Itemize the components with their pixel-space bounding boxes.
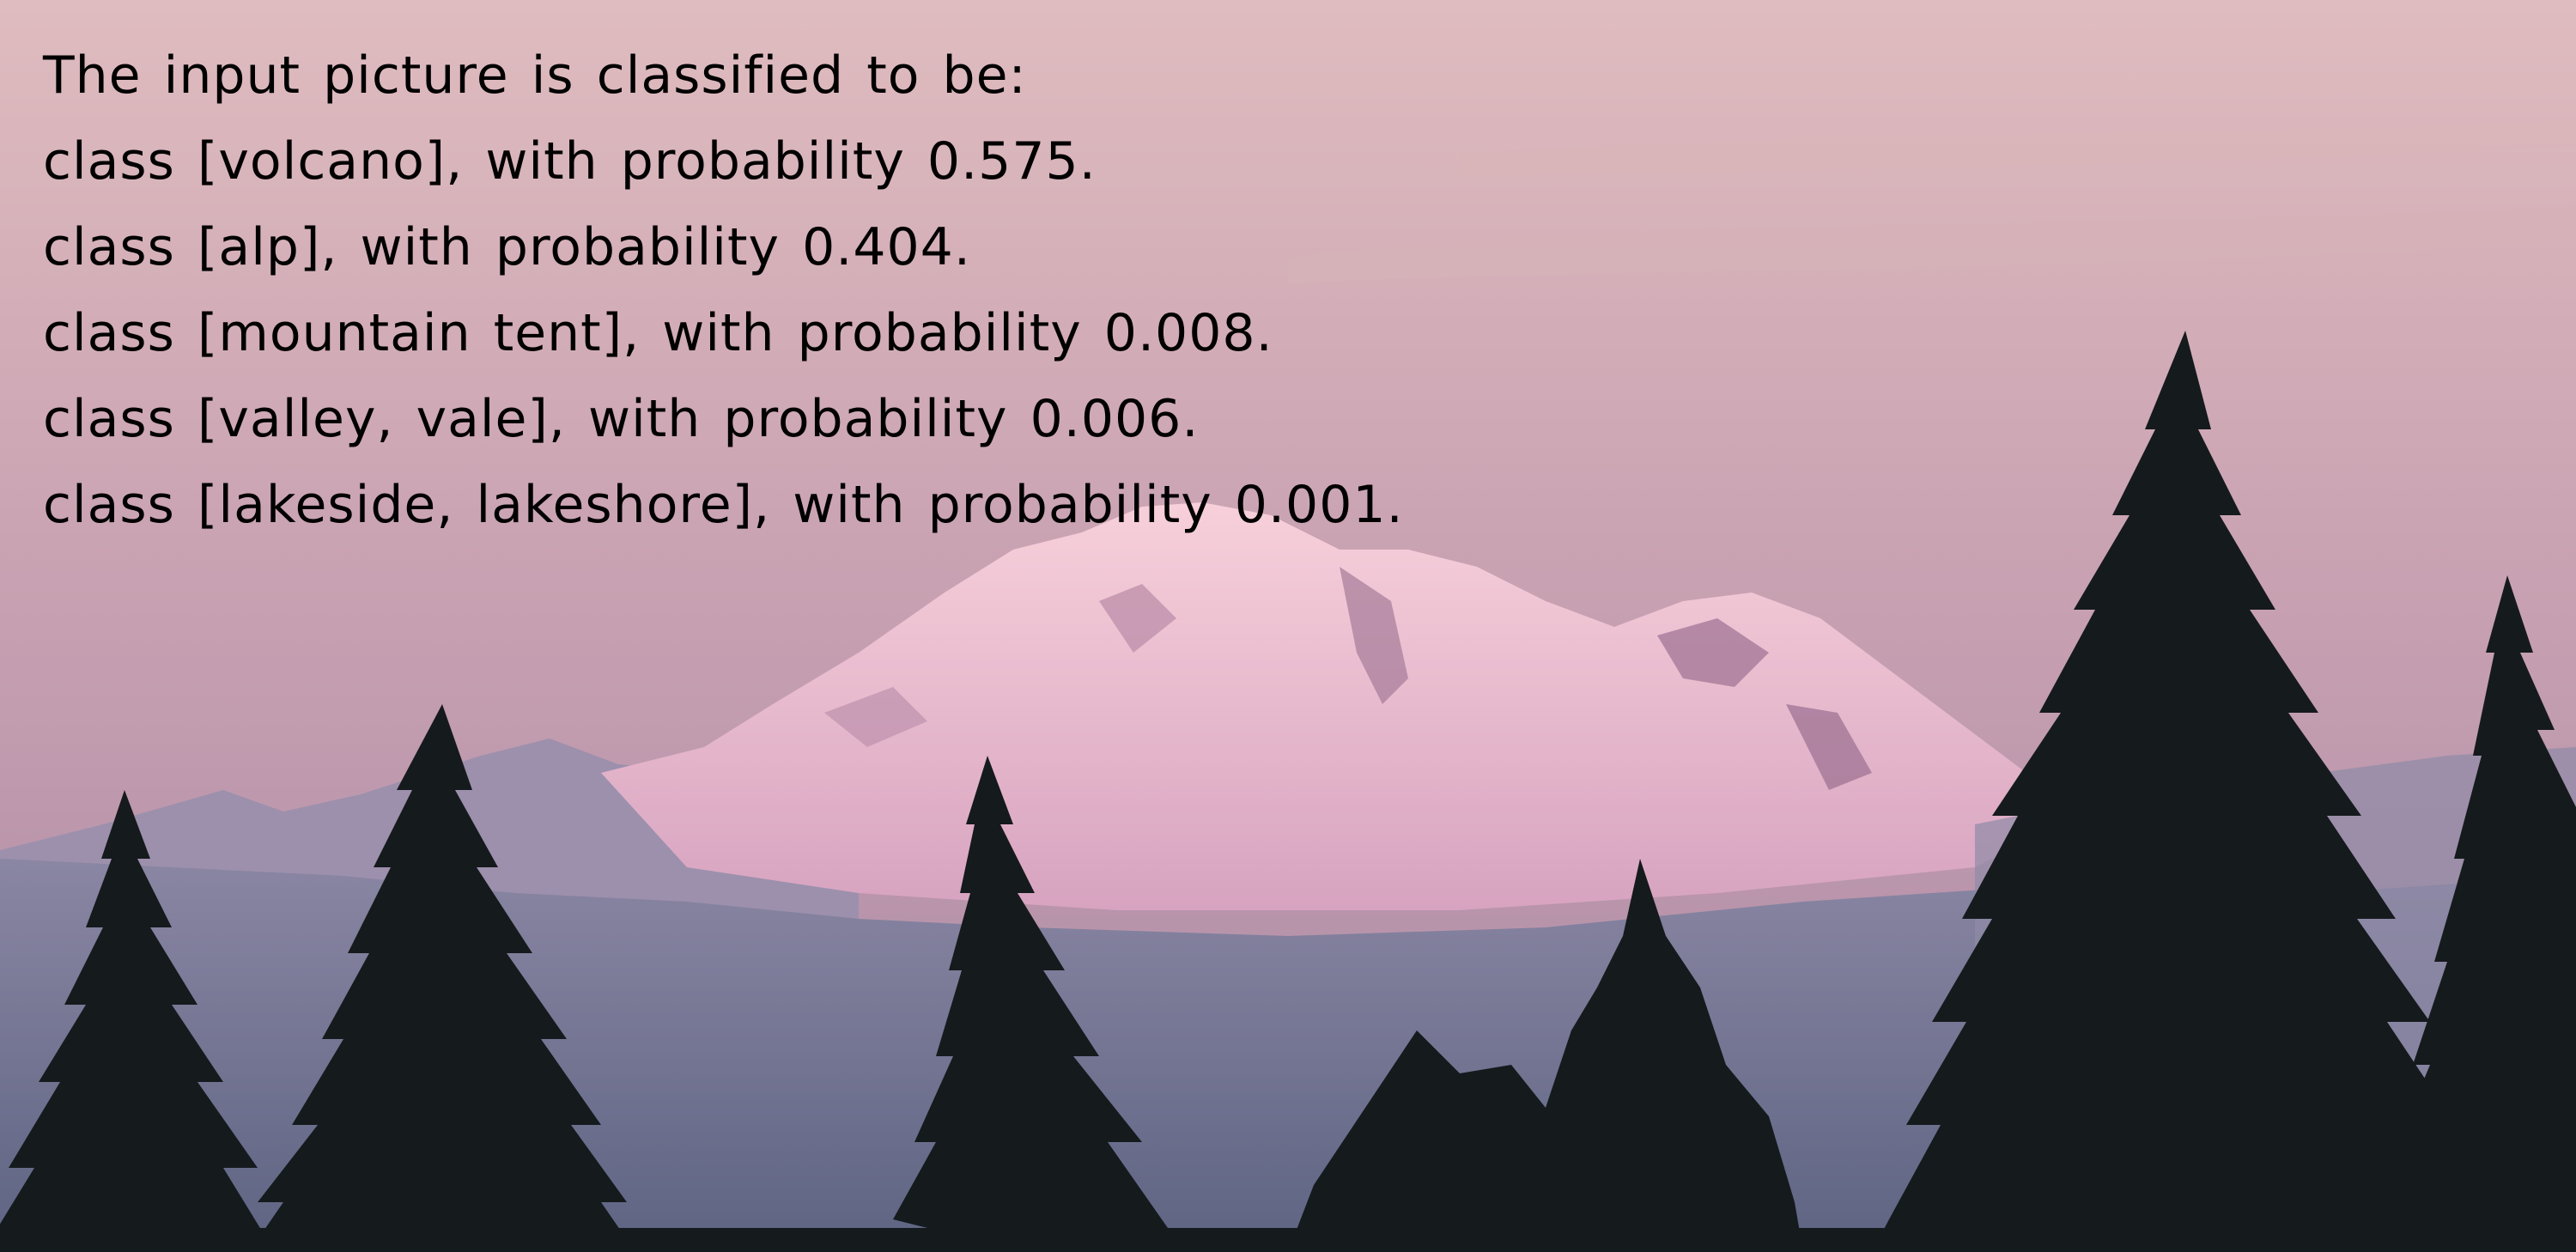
prediction-line-3: class [mountain tent], with probability …: [43, 303, 1273, 363]
prediction-line-4: class [valley, vale], with probability 0…: [43, 389, 1200, 449]
snow-mountain: [601, 502, 2061, 910]
ground: [0, 1228, 2576, 1252]
classification-results: The input picture is classified to be: c…: [43, 33, 1760, 548]
prediction-line-5: class [lakeside, lakeshore], with probab…: [43, 475, 1404, 535]
cloud-band: [1460, 120, 2576, 176]
rock-shadow: [1340, 567, 1408, 704]
tree: [893, 756, 1168, 1252]
rock-shadow: [1099, 584, 1176, 653]
tree: [1872, 331, 2473, 1252]
tree: [2370, 575, 2576, 1252]
tree: [1288, 859, 1803, 1252]
results-header: The input picture is classified to be:: [43, 46, 1027, 106]
prediction-line-2: class [alp], with probability 0.404.: [43, 217, 971, 277]
tree-silhouettes: [0, 331, 2576, 1252]
cloud-band: [1288, 206, 2576, 283]
rock-shadow: [1657, 618, 1769, 687]
rock-shadow: [1786, 704, 1872, 790]
rock-shadow: [824, 687, 927, 747]
prediction-line-1: class [volcano], with probability 0.575.: [43, 131, 1097, 191]
tree: [0, 790, 275, 1252]
tree: [249, 704, 635, 1252]
